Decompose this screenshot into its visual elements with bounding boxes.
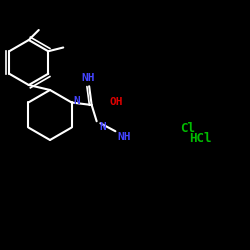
Text: NH: NH	[118, 132, 131, 142]
Text: Cl: Cl	[180, 122, 195, 135]
Text: NH: NH	[81, 73, 95, 83]
Text: OH: OH	[109, 98, 123, 108]
Text: HCl: HCl	[189, 132, 211, 145]
Text: N: N	[74, 96, 80, 106]
Text: N: N	[99, 122, 106, 132]
